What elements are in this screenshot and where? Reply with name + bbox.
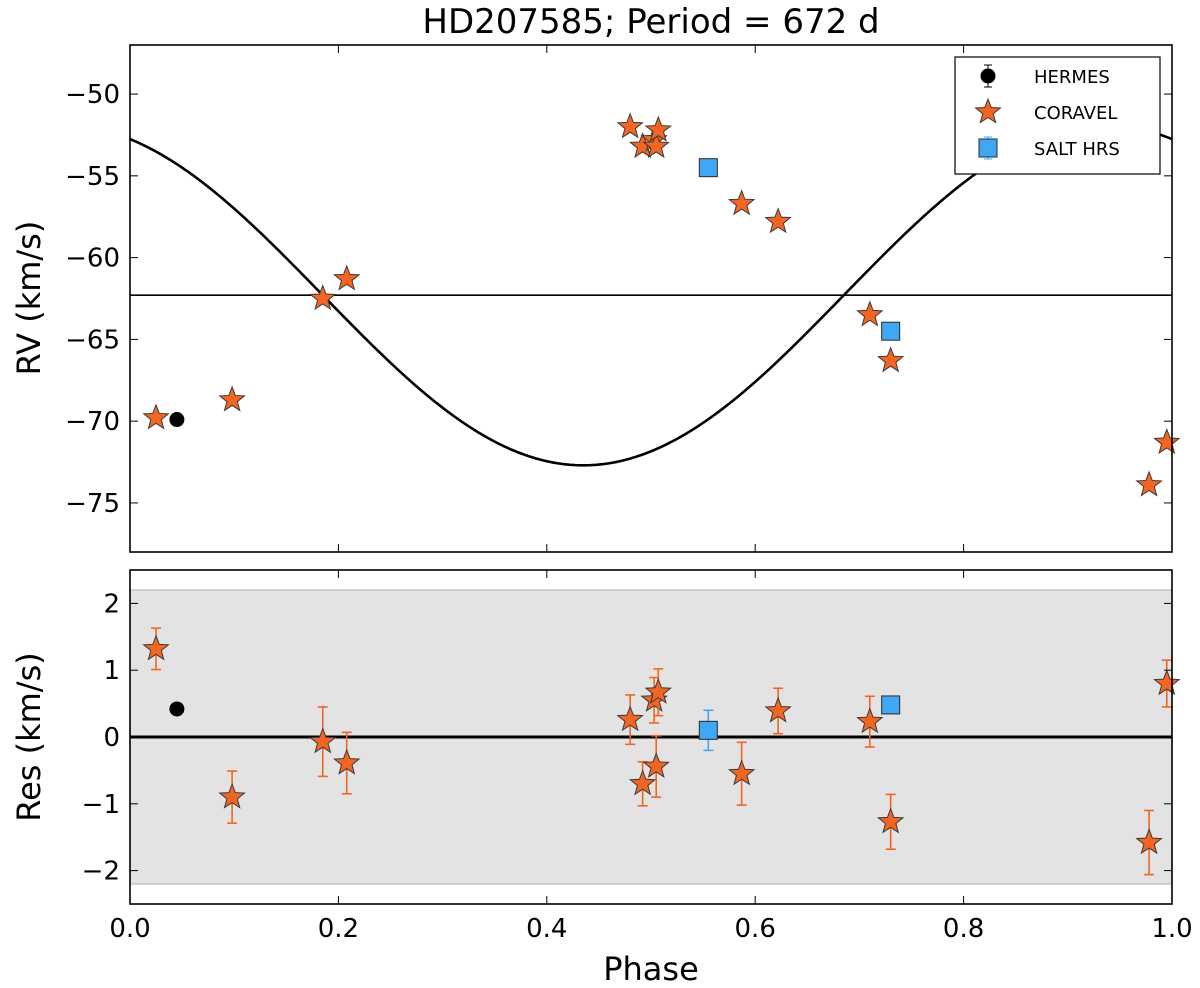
coravel-rv-point <box>142 403 170 430</box>
coravel-rv-point <box>876 346 905 373</box>
coravel-rv-point <box>856 300 884 327</box>
coravel-residual-point <box>218 782 246 809</box>
chart-title: HD207585; Period = 672 d <box>422 2 879 42</box>
coravel-rv-point <box>644 115 673 142</box>
coravel-residual-point <box>764 696 792 723</box>
x-tick-label: 0.4 <box>526 914 567 944</box>
coravel-residual-point <box>876 807 905 834</box>
top-plot-frame <box>129 44 1173 553</box>
bottom-ytick-label: 1 <box>103 656 120 686</box>
coravel-residual-point <box>856 707 884 734</box>
bottom-y-axis-title: Res (km/s) <box>10 652 48 821</box>
top-y-axis-title: RV (km/s) <box>10 221 48 376</box>
top-ytick-label: −65 <box>65 325 120 355</box>
hermes-legend-marker <box>980 68 996 84</box>
coravel-rv-point <box>218 385 246 412</box>
coravel-rv-point <box>642 131 670 159</box>
salt-hrs-residual-point <box>698 720 718 740</box>
x-axis-title: Phase <box>603 950 699 988</box>
coravel-residual-point <box>1135 828 1163 855</box>
x-tick-label: 0.0 <box>109 914 150 944</box>
salt-hrs-rv-point <box>698 158 718 178</box>
salt-hrs-residual-point <box>881 695 901 715</box>
coravel-residual-point <box>642 751 670 779</box>
coravel-legend-label: CORAVEL <box>1034 103 1117 124</box>
salt-hrs-rv-point <box>881 321 901 341</box>
top-ytick-label: −60 <box>65 244 120 274</box>
x-tick-label: 0.6 <box>735 914 776 944</box>
top-ytick-label: −70 <box>65 407 120 437</box>
hermes-rv-point <box>169 412 185 428</box>
bottom-ytick-label: −2 <box>82 857 120 887</box>
coravel-rv-point <box>616 112 644 139</box>
coravel-rv-point <box>1135 470 1163 497</box>
bottom-ytick-label: 0 <box>103 723 120 753</box>
x-tick-label: 0.2 <box>318 914 359 944</box>
coravel-residual-point <box>628 769 657 796</box>
coravel-rv-point <box>764 207 792 234</box>
coravel-rv-point <box>1153 428 1181 455</box>
coravel-residual-point <box>644 677 673 704</box>
hermes-residual-point <box>169 701 185 717</box>
coravel-residual-point <box>1153 669 1181 696</box>
bottom-panel: 2 1 0 −1 −2 0.0 0.2 0.4 0.6 0.8 1.0 <box>82 569 1193 944</box>
coravel-rv-point <box>333 264 361 291</box>
hermes-legend-label: HERMES <box>1034 67 1110 88</box>
x-tick-label: 0.8 <box>943 914 984 944</box>
coravel-rv-point <box>727 189 756 216</box>
coravel-rv-point <box>309 284 337 311</box>
coravel-residual-point <box>142 634 170 661</box>
coravel-residual-point <box>616 705 644 732</box>
bottom-ytick-label: −1 <box>82 790 120 820</box>
top-ytick-label: −50 <box>65 80 120 110</box>
salt-hrs-legend-label: SALT HRS <box>1034 139 1120 160</box>
coravel-residual-point <box>309 727 337 754</box>
salt-hrs-legend-marker <box>978 138 998 158</box>
bottom-ytick-label: 2 <box>103 589 120 619</box>
top-ytick-label: −55 <box>65 162 120 192</box>
legend: HERMES CORAVEL SALT HRS <box>954 56 1161 175</box>
coravel-residual-point <box>727 759 756 786</box>
coravel-legend-marker <box>974 97 1002 124</box>
x-tick-label: 1.0 <box>1151 914 1192 944</box>
top-ytick-label: −75 <box>65 489 120 519</box>
coravel-residual-point <box>333 748 361 775</box>
